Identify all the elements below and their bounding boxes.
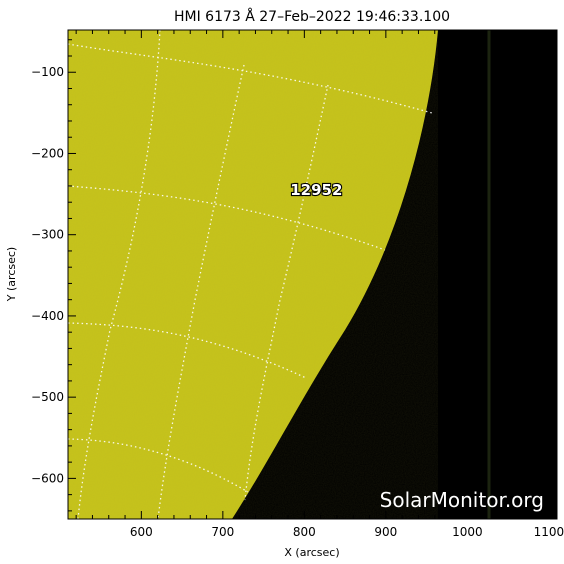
- watermark: SolarMonitor.org: [380, 488, 544, 512]
- latitude-line: [68, 438, 249, 493]
- x-tick-label: 600: [130, 525, 153, 539]
- plot-title: HMI 6173 Å 27–Feb–2022 19:46:33.100: [174, 8, 450, 25]
- active-region-label: 12952: [290, 181, 342, 199]
- latitude-line: [68, 185, 386, 251]
- y-axis: −100 −200 −300 −400 −500 −600: [31, 39, 557, 512]
- x-axis: 600 700 800 900 1000 1100: [75, 30, 564, 539]
- x-tick-label: 1100: [534, 525, 564, 539]
- x-axis-title: X (arcsec): [284, 546, 339, 559]
- longitude-line: [157, 64, 245, 519]
- x-tick-label: 1000: [452, 525, 483, 539]
- y-tick-label: −500: [31, 390, 64, 404]
- latitude-line: [68, 43, 433, 114]
- y-tick-label: −200: [31, 146, 64, 160]
- image-area: SolarMonitor.org: [68, 30, 557, 519]
- longitude-line: [77, 30, 161, 519]
- y-tick-label: −100: [31, 65, 64, 79]
- latitude-line: [68, 322, 307, 379]
- y-tick-label: −600: [31, 471, 64, 485]
- heliographic-grid: [68, 30, 433, 519]
- x-tick-label: 900: [374, 525, 397, 539]
- y-axis-title: Y (arcsec): [5, 247, 18, 302]
- x-tick-label: 700: [211, 525, 234, 539]
- y-tick-label: −400: [31, 309, 64, 323]
- plot-frame: [67, 29, 558, 520]
- y-tick-label: −300: [31, 228, 64, 242]
- disk-texture: [68, 30, 438, 519]
- x-tick-label: 800: [293, 525, 316, 539]
